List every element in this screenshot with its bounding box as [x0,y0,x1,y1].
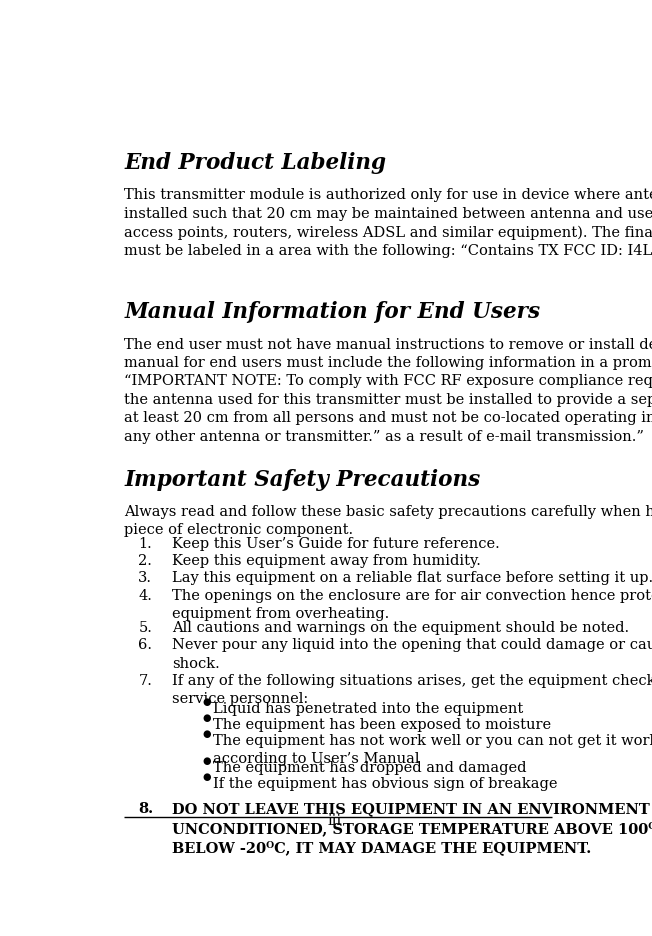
Text: Liquid has penetrated into the equipment: Liquid has penetrated into the equipment [213,701,523,715]
Text: Never pour any liquid into the opening that could damage or cause electrical
sho: Never pour any liquid into the opening t… [172,637,652,670]
Text: 7.: 7. [138,673,152,687]
Text: If the equipment has obvious sign of breakage: If the equipment has obvious sign of bre… [213,776,557,790]
Text: The end user must not have manual instructions to remove or install device.  The: The end user must not have manual instru… [124,337,652,443]
Text: Important Safety Precautions: Important Safety Precautions [124,468,481,490]
Text: iii: iii [327,813,341,827]
Text: 3.: 3. [138,571,153,585]
Text: ●: ● [203,713,211,723]
Text: End Product Labeling: End Product Labeling [124,152,386,174]
Text: 6.: 6. [138,637,153,651]
Text: The equipment has been exposed to moisture: The equipment has been exposed to moistu… [213,717,551,731]
Text: The equipment has not work well or you can not get it work
according to User’s M: The equipment has not work well or you c… [213,733,652,766]
Text: ●: ● [203,697,211,707]
Text: The equipment has dropped and damaged: The equipment has dropped and damaged [213,760,526,774]
Text: 2.: 2. [138,553,152,567]
Text: Always read and follow these basic safety precautions carefully when handling an: Always read and follow these basic safet… [124,505,652,536]
Text: This transmitter module is authorized only for use in device where antenna may b: This transmitter module is authorized on… [124,188,652,258]
Text: ●: ● [203,729,211,739]
Text: 4.: 4. [138,588,152,602]
Text: ●: ● [203,772,211,782]
Text: Keep this User’s Guide for future reference.: Keep this User’s Guide for future refere… [172,536,500,550]
Text: The openings on the enclosure are for air convection hence protects the
equipmen: The openings on the enclosure are for ai… [172,588,652,621]
Text: Keep this equipment away from humidity.: Keep this equipment away from humidity. [172,553,481,567]
Text: 5.: 5. [138,621,152,635]
Text: All cautions and warnings on the equipment should be noted.: All cautions and warnings on the equipme… [172,621,629,635]
Text: If any of the following situations arises, get the equipment checked by a
servic: If any of the following situations arise… [172,673,652,706]
Text: 1.: 1. [138,536,152,550]
Text: DO NOT LEAVE THIS EQUIPMENT IN AN ENVIRONMENT
UNCONDITIONED, STORAGE TEMPERATURE: DO NOT LEAVE THIS EQUIPMENT IN AN ENVIRO… [172,801,652,855]
Text: ●: ● [203,756,211,766]
Text: Lay this equipment on a reliable flat surface before setting it up.: Lay this equipment on a reliable flat su… [172,571,652,585]
Text: 8.: 8. [138,801,153,815]
Text: Manual Information for End Users: Manual Information for End Users [124,301,541,323]
